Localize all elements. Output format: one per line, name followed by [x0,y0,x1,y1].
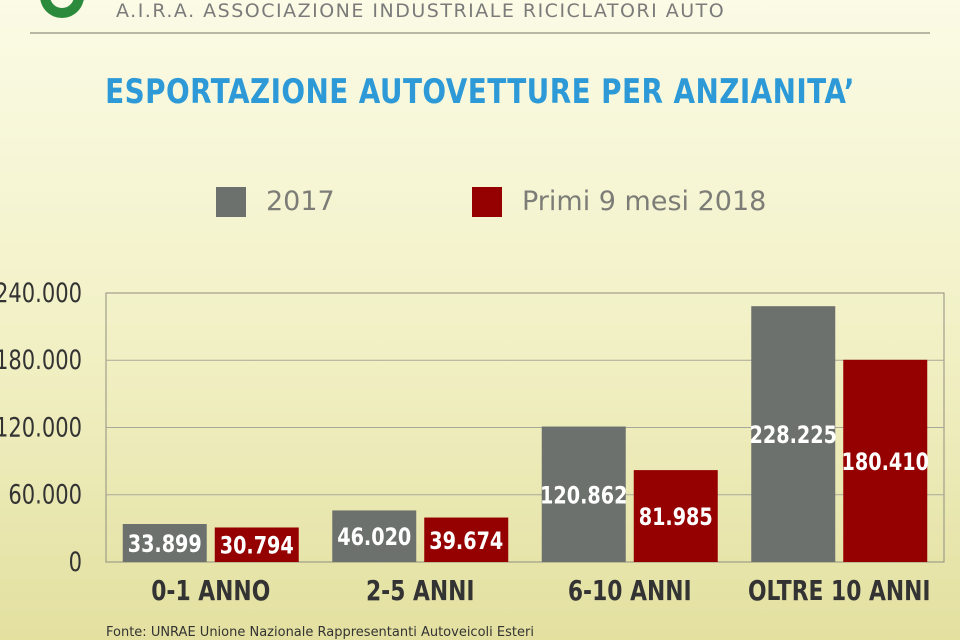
legend-item-2017: 2017 [216,186,335,217]
y-tick-label: 0 [69,546,82,577]
y-tick-label: 180.000 [0,345,82,376]
y-tick-label: 60.000 [8,479,82,510]
bar [843,359,928,562]
bar-value-label: 46.020 [337,524,411,552]
bar-value-label: 228.225 [750,422,837,450]
y-tick-label: 240.000 [0,277,82,308]
organization-name: A.I.R.A. ASSOCIAZIONE INDUSTRIALE RICICL… [116,0,726,22]
legend-label-2018: Primi 9 mesi 2018 [522,186,767,217]
bar [214,527,299,562]
legend-label-2017: 2017 [266,186,335,217]
legend-swatch-2017 [216,186,246,217]
source-note: Fonte: UNRAE Unione Nazionale Rappresent… [106,625,534,640]
legend-item-2018: Primi 9 mesi 2018 [472,186,766,217]
bar [751,306,836,562]
bar-value-label: 120.862 [540,482,627,510]
bar-value-label: 33.899 [128,531,202,559]
bar [424,517,509,562]
bar-value-label: 30.794 [220,533,294,561]
legend-swatch-2018 [472,186,502,217]
bar [122,524,207,562]
aira-logo-icon [40,0,87,18]
x-tick-label: 0-1 ANNO [151,574,270,606]
header: A.I.R.A. ASSOCIAZIONE INDUSTRIALE RICICL… [0,0,960,36]
bar-value-label: 180.410 [842,449,929,477]
chart-legend: 2017 Primi 9 mesi 2018 [0,186,960,222]
y-tick-label: 120.000 [0,412,82,443]
bar [541,426,626,562]
bar-value-label: 39.674 [429,528,503,556]
bar [633,470,718,562]
x-tick-label: OLTRE 10 ANNI [748,574,931,606]
chart-title: ESPORTAZIONE AUTOVETTURE PER ANZIANITA’ [105,72,855,112]
header-divider [30,32,930,34]
bar-value-label: 81.985 [639,504,713,532]
x-tick-label: 2-5 ANNI [366,574,475,606]
bar [332,510,417,562]
x-tick-label: 6-10 ANNI [568,574,692,606]
